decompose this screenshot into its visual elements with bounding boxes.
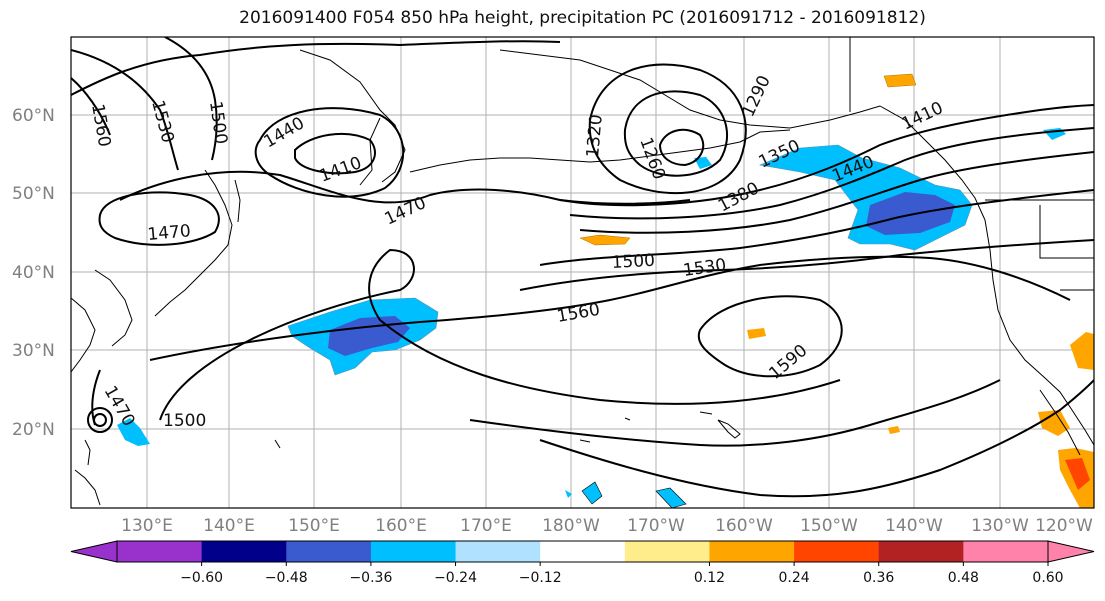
map-title: 2016091400 F054 850 hPa height, precipit… <box>239 8 926 28</box>
lon-label: 130°W <box>971 516 1029 536</box>
lon-label: 120°W <box>1035 516 1093 536</box>
precip-positive-regions <box>579 73 1094 508</box>
graticule <box>71 37 1094 508</box>
lon-label: 170°E <box>460 516 512 536</box>
colorbar-tick-label: 0.24 <box>779 570 810 586</box>
colorbar-tick-label: −0.36 <box>349 570 392 586</box>
lat-label: 20°N <box>12 420 55 440</box>
colorbar-segment <box>540 541 626 562</box>
colorbar-segment <box>709 541 795 562</box>
lon-label: 160°E <box>375 516 427 536</box>
colorbar-segment <box>117 541 203 562</box>
lon-label: 130°E <box>121 516 173 536</box>
coastlines <box>71 37 1094 506</box>
lon-label: 150°E <box>288 516 340 536</box>
latitude-labels: 60°N 50°N 40°N 30°N 20°N <box>12 106 55 440</box>
contour-label: 1320 <box>583 114 607 159</box>
lon-label: 150°W <box>800 516 858 536</box>
colorbar-segment <box>878 541 964 562</box>
lon-label: 140°W <box>885 516 943 536</box>
colorbar-tick-label: 0.60 <box>1032 570 1063 586</box>
colorbar-extend-low <box>70 540 118 563</box>
lon-label: 140°E <box>203 516 255 536</box>
contour-label: 1500 <box>163 411 206 431</box>
lon-label: 170°W <box>627 516 685 536</box>
colorbar-segment <box>201 541 287 562</box>
colorbar-segment <box>963 541 1049 562</box>
colorbar-tick-label: 0.36 <box>863 570 894 586</box>
colorbar-extend-high <box>1047 540 1095 563</box>
colorbar-tick-label: 0.12 <box>694 570 725 586</box>
colorbar-tick-label: −0.60 <box>180 570 223 586</box>
colorbar-tick-label: −0.24 <box>434 570 477 586</box>
colorbar: −0.60 −0.48 −0.36 −0.24 −0.12 0.12 0.24 0.36 0.4… <box>70 540 1095 586</box>
colorbar-tick-label: 0.48 <box>948 570 979 586</box>
longitude-labels: 130°E 140°E 150°E 160°E 170°E 180°W 170°… <box>121 516 1093 536</box>
contour-label: 1470 <box>147 221 192 245</box>
lon-label: 160°W <box>715 516 773 536</box>
lon-label: 180°W <box>542 516 600 536</box>
colorbar-segment <box>624 541 710 562</box>
lat-label: 50°N <box>12 184 55 204</box>
colorbar-segment <box>286 541 372 562</box>
lat-label: 30°N <box>12 341 55 361</box>
lat-label: 40°N <box>12 263 55 283</box>
colorbar-tick-label: −0.48 <box>265 570 308 586</box>
map-frame <box>70 36 1095 509</box>
colorbar-border <box>116 540 1049 563</box>
colorbar-tick-label: −0.12 <box>519 570 562 586</box>
colorbar-segment <box>455 541 541 562</box>
height-contours <box>71 37 1094 498</box>
contour-label: 1500 <box>611 251 655 273</box>
colorbar-segment <box>370 541 457 562</box>
lat-label: 60°N <box>12 106 55 126</box>
colorbar-segment <box>794 541 880 562</box>
